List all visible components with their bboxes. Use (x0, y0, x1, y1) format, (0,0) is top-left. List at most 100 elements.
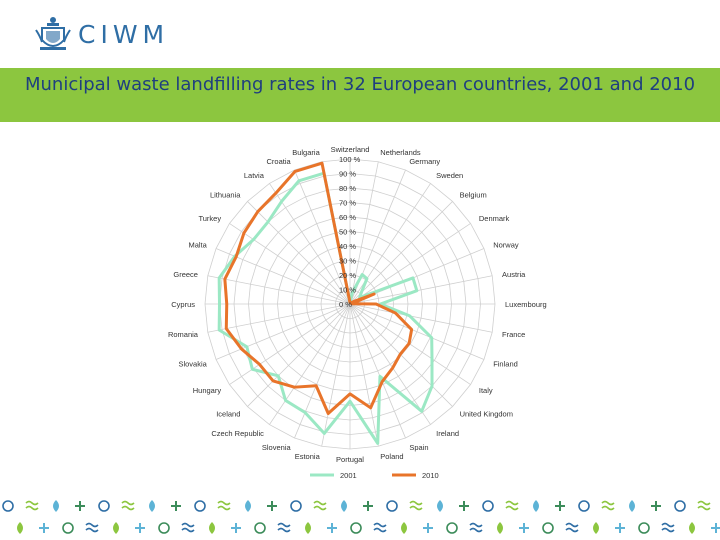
radial-tick-label: 10 % (339, 286, 356, 295)
radar-chart: 0 % 10 % 20 % 30 % 40 % 50 % 60 % 70 % 80 % 90 % 1… (168, 145, 547, 480)
category-label: Slovakia (178, 359, 207, 368)
category-label: Hungary (193, 386, 222, 395)
grid-spoke-27 (229, 223, 351, 305)
sun-icon (638, 522, 650, 534)
wave-icon (469, 522, 483, 533)
wave-icon (409, 500, 423, 511)
grid-spoke-23 (207, 303, 351, 333)
category-label: Lithuania (210, 190, 241, 199)
category-label: Poland (380, 452, 403, 461)
ciwm-logo: CIWM (34, 14, 169, 54)
wave-icon (313, 500, 327, 511)
grid-spoke-7 (349, 275, 493, 305)
sun-icon (674, 500, 686, 512)
category-label: Turkey (198, 214, 221, 223)
wave-icon (505, 500, 519, 511)
leaf-icon (629, 500, 635, 512)
plus-icon (231, 523, 241, 533)
plus-icon (267, 501, 277, 511)
leaf-icon (53, 500, 59, 512)
logo-text: CIWM (78, 19, 170, 49)
category-label: Greece (173, 270, 198, 279)
plus-icon (135, 523, 145, 533)
leaf-icon (209, 522, 215, 534)
category-label: Finland (493, 359, 518, 368)
grid-spoke-29 (269, 183, 351, 305)
plus-icon (363, 501, 373, 511)
grid-spoke-30 (294, 169, 351, 305)
grid-spoke-19 (269, 303, 351, 425)
sun-icon (62, 522, 74, 534)
category-label: Czech Republic (211, 429, 264, 438)
leaf-icon (533, 500, 539, 512)
category-label: Romania (168, 330, 199, 339)
category-label: Latvia (244, 171, 265, 180)
category-label: France (502, 330, 525, 339)
radial-tick-label: 90 % (339, 170, 356, 179)
category-label: Bulgaria (292, 148, 320, 157)
leaf-icon (305, 522, 311, 534)
wave-icon (85, 522, 99, 533)
category-label: Netherlands (380, 148, 421, 157)
leaf-icon (437, 500, 443, 512)
grid-spoke-28 (247, 201, 351, 305)
page-title: Municipal waste landfilling rates in 32 … (24, 74, 696, 95)
category-label: Cyprus (171, 300, 195, 309)
radial-tick-label: 0 % (339, 300, 352, 309)
category-label: Sweden (436, 171, 463, 180)
sun-icon (446, 522, 458, 534)
legend-label-2010: 2010 (422, 471, 439, 480)
wave-icon (565, 522, 579, 533)
crest-icon (35, 17, 71, 50)
leaf-icon (593, 522, 599, 534)
sun-icon (2, 500, 14, 512)
plus-icon (711, 523, 720, 533)
wave-icon (697, 500, 711, 511)
category-label: Austria (502, 270, 526, 279)
category-label: Switzerland (331, 145, 370, 154)
radial-tick-label: 80 % (339, 184, 356, 193)
grid-spoke-18 (294, 303, 351, 439)
sun-icon (290, 500, 302, 512)
sun-icon (578, 500, 590, 512)
grid-spoke-26 (215, 248, 351, 305)
radial-tick-label: 100 % (339, 155, 361, 164)
category-label: Estonia (295, 452, 321, 461)
wave-icon (25, 500, 39, 511)
leaf-icon (341, 500, 347, 512)
title-band (0, 68, 720, 122)
radial-tick-label: 70 % (339, 199, 356, 208)
category-label: Spain (409, 443, 428, 452)
plus-icon (327, 523, 337, 533)
grid-spoke-4 (349, 201, 453, 305)
grid-spoke-5 (349, 223, 471, 305)
category-label: Slovenia (262, 443, 292, 452)
wave-icon (121, 500, 135, 511)
sun-icon (482, 500, 494, 512)
grid-spoke-22 (215, 303, 351, 360)
leaf-icon (149, 500, 155, 512)
category-label: Italy (479, 386, 493, 395)
sun-icon (158, 522, 170, 534)
leaf-icon (689, 522, 695, 534)
radial-tick-label: 40 % (339, 242, 356, 251)
plus-icon (459, 501, 469, 511)
series-line-2010 (223, 161, 414, 416)
category-label: Belgium (460, 190, 487, 199)
sun-icon (350, 522, 362, 534)
leaf-icon (113, 522, 119, 534)
grid-spoke-14 (349, 303, 406, 439)
plus-icon (555, 501, 565, 511)
plus-icon (171, 501, 181, 511)
wave-icon (181, 522, 195, 533)
sun-icon (542, 522, 554, 534)
plus-icon (39, 523, 49, 533)
footer-pattern (2, 500, 720, 534)
category-label: Malta (188, 241, 207, 250)
wave-icon (373, 522, 387, 533)
wave-icon (217, 500, 231, 511)
grid-spoke-21 (229, 303, 351, 385)
sun-icon (254, 522, 266, 534)
leaf-icon (17, 522, 23, 534)
sun-icon (386, 500, 398, 512)
